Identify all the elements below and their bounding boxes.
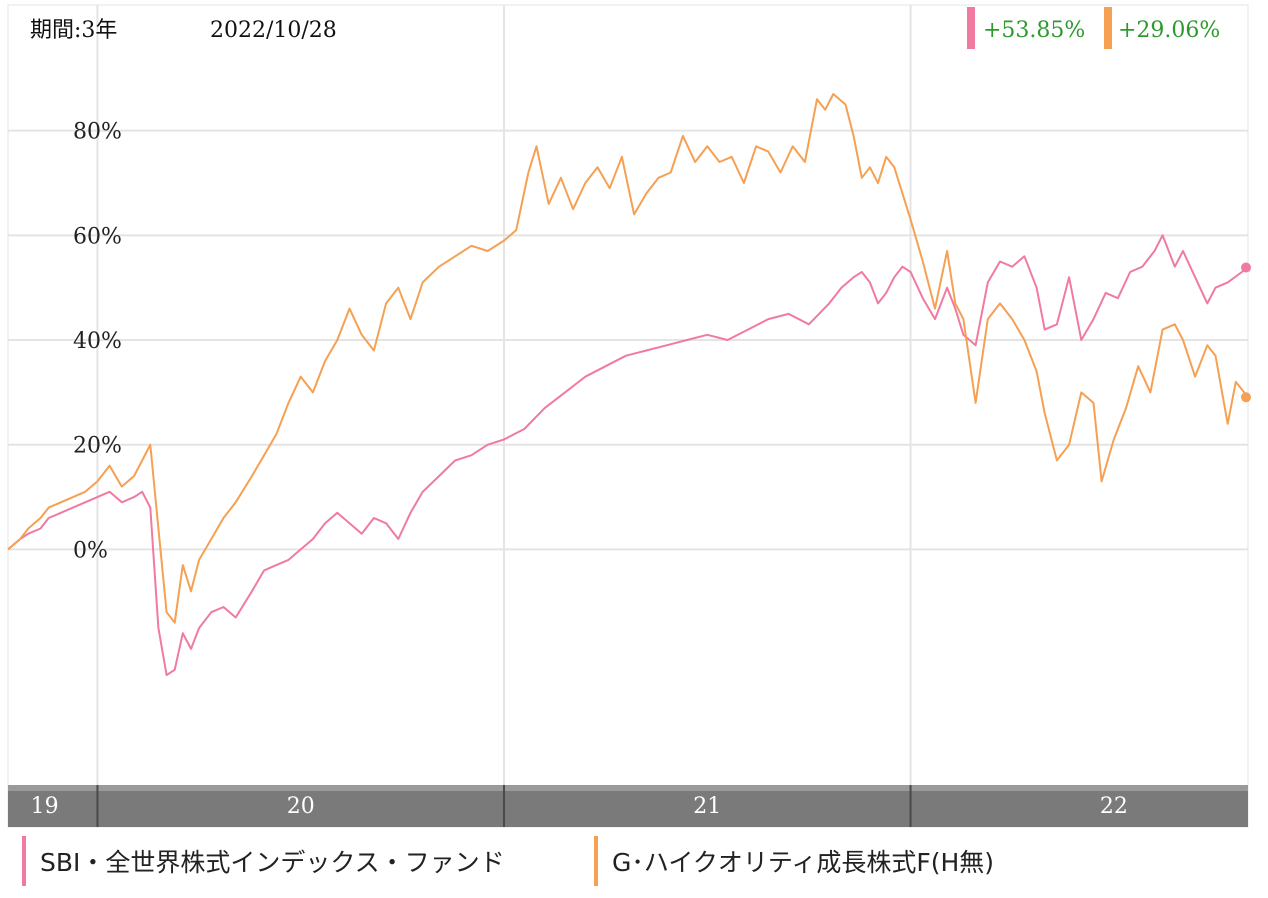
- x-tick-label: 21: [693, 794, 721, 819]
- series-line-2: [7, 93, 1249, 624]
- x-axis-band-background: [8, 785, 1248, 827]
- y-axis-labels: 0% 20% 40% 60% 80%: [73, 120, 122, 564]
- return-value-1: +53.85%: [983, 18, 1085, 43]
- y-tick-label: 0%: [73, 538, 108, 563]
- legend-label-2: G･ハイクオリティ成長株式F(H無): [612, 848, 995, 877]
- series-line-1: [7, 234, 1249, 677]
- x-tick-label: 22: [1100, 794, 1128, 819]
- return-swatch-2: [1104, 7, 1112, 49]
- x-tick-label: 19: [31, 794, 59, 819]
- x-axis-band-highlight: [8, 785, 1248, 791]
- period-label: 期間:3年: [30, 18, 117, 43]
- series-end-marker-2: [1241, 392, 1251, 403]
- return-swatch-1: [967, 7, 975, 49]
- plot-border: [7, 4, 1249, 828]
- y-tick-label: 20%: [73, 434, 122, 459]
- return-value-2: +29.06%: [1118, 18, 1220, 43]
- grid: [8, 5, 1248, 785]
- date-label: 2022/10/28: [210, 18, 337, 43]
- y-tick-label: 40%: [73, 329, 122, 354]
- legend-swatch-1: [22, 836, 26, 886]
- x-tick-label: 20: [287, 794, 315, 819]
- legend-item-1: SBI・全世界株式インデックス・ファンド: [22, 836, 505, 886]
- legend-item-2: G･ハイクオリティ成長株式F(H無): [594, 836, 994, 886]
- legend-swatch-2: [594, 836, 598, 886]
- legend-label-1: SBI・全世界株式インデックス・ファンド: [40, 848, 505, 877]
- y-tick-label: 80%: [73, 120, 122, 145]
- x-axis-band: 19 20 21 22: [8, 785, 1248, 827]
- y-tick-label: 60%: [73, 224, 122, 249]
- series-lines: [7, 93, 1251, 677]
- series-end-marker-1: [1241, 262, 1251, 273]
